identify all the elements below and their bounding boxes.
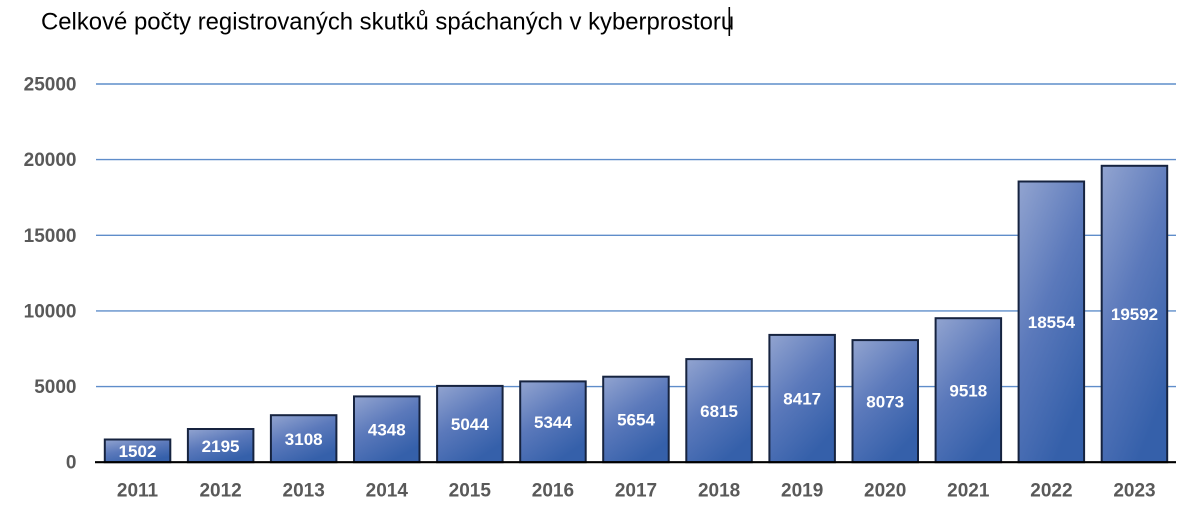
svg-text:2023: 2023 xyxy=(1113,481,1155,502)
svg-text:2016: 2016 xyxy=(532,481,574,502)
svg-text:2011: 2011 xyxy=(117,481,159,502)
svg-text:5044: 5044 xyxy=(451,415,489,434)
svg-text:2018: 2018 xyxy=(698,481,740,502)
svg-text:2015: 2015 xyxy=(449,481,492,502)
svg-text:2014: 2014 xyxy=(366,481,409,502)
svg-text:8073: 8073 xyxy=(866,392,904,411)
svg-text:15000: 15000 xyxy=(24,226,77,247)
svg-text:2013: 2013 xyxy=(283,481,325,502)
svg-text:4348: 4348 xyxy=(368,421,406,440)
svg-text:5344: 5344 xyxy=(534,413,572,432)
svg-text:6815: 6815 xyxy=(700,402,738,421)
svg-text:25000: 25000 xyxy=(24,75,77,96)
svg-text:2012: 2012 xyxy=(199,481,241,502)
svg-text:1502: 1502 xyxy=(119,442,157,461)
svg-text:8417: 8417 xyxy=(783,390,821,409)
svg-text:5000: 5000 xyxy=(34,377,76,398)
svg-text:2021: 2021 xyxy=(947,481,990,502)
svg-text:2019: 2019 xyxy=(781,481,823,502)
svg-text:9518: 9518 xyxy=(949,381,987,400)
svg-text:3108: 3108 xyxy=(285,430,323,449)
svg-text:19592: 19592 xyxy=(1111,305,1158,324)
svg-text:20000: 20000 xyxy=(24,150,77,171)
svg-text:2022: 2022 xyxy=(1030,481,1072,502)
svg-text:2195: 2195 xyxy=(202,437,240,456)
svg-text:0: 0 xyxy=(66,453,77,474)
svg-text:10000: 10000 xyxy=(24,301,77,322)
svg-text:Celkové počty registrovaných s: Celkové počty registrovaných skutků spác… xyxy=(41,9,734,36)
svg-text:2017: 2017 xyxy=(615,481,657,502)
svg-text:5654: 5654 xyxy=(617,411,655,430)
svg-text:18554: 18554 xyxy=(1028,313,1076,332)
svg-text:2020: 2020 xyxy=(864,481,906,502)
